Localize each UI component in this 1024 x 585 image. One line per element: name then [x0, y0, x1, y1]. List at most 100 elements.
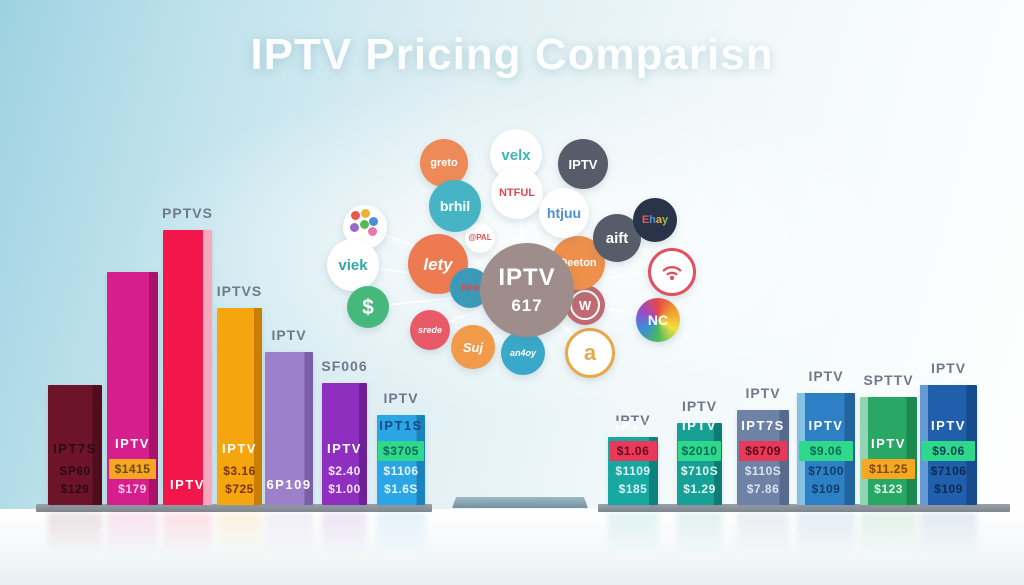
price-label: $129 — [60, 482, 90, 496]
bar-name-label: IPTV — [222, 441, 257, 456]
hub-sublabel: 617 — [511, 296, 543, 315]
bar-text: IPTV $1415 $179 — [107, 436, 158, 497]
price-label: $710S — [680, 464, 719, 478]
left-bar-1: IPT7S SP60 $129 — [48, 385, 102, 505]
bar-reflection — [48, 513, 102, 555]
brand-letter: y — [662, 213, 669, 226]
page-title: IPTV Pricing Comparisn — [250, 30, 774, 79]
platform-right — [598, 504, 1010, 512]
bar-label-above: IPTV — [681, 398, 718, 414]
hub-node: IPTV 617 — [480, 243, 574, 337]
bar-name-label: IPTV — [115, 436, 150, 451]
left-bar-2: IPTV $1415 $179 — [107, 272, 158, 505]
bar-name-label: IPT7S — [53, 441, 97, 456]
left-bar-4: IPTVS IPTV $3.16 $725 — [217, 283, 262, 505]
flower-petal — [369, 217, 378, 226]
bar-label-above: IPTVS — [216, 283, 263, 299]
bar-reflection — [737, 513, 789, 555]
brand-letter: h — [649, 213, 656, 226]
node-greto: greto — [420, 139, 468, 187]
price-label: $123 — [874, 482, 903, 496]
right-bar-4: IPTV IPTV $9.06 $7100 $109 — [797, 368, 855, 505]
bar-label-above: IPTV — [615, 412, 651, 428]
flower-petal — [361, 209, 370, 218]
wifi-icon — [648, 248, 696, 296]
bar-reflection — [107, 513, 158, 555]
price-band: $2010 — [678, 441, 721, 461]
bar-text: IPTV $3.16 $725 — [217, 441, 262, 497]
bar-text: IPT1S $3705 $1106 $1.6S — [377, 418, 425, 497]
bar-reflection — [797, 513, 855, 555]
price-band: $9.06 — [798, 441, 854, 461]
bar-name-label: IPT7S — [741, 418, 785, 433]
bar-text: 6P109 — [265, 477, 313, 497]
price-label: $7106 — [930, 464, 967, 478]
flower-petal — [360, 220, 369, 229]
bar-text: IPT7S SP60 $129 — [48, 441, 102, 497]
left-bar-7: IPTV IPT1S $3705 $1106 $1.6S — [377, 390, 425, 505]
bar-name-label: IPTV — [808, 418, 844, 433]
bar-text: IPTV — [163, 477, 212, 497]
platform-center — [452, 497, 588, 508]
price-label: $1109 — [615, 464, 651, 478]
bar-stripe — [860, 397, 868, 505]
node-a-ring: a — [565, 328, 615, 378]
bar-name-label: IPTV — [170, 477, 205, 492]
bar-name-label: IPT1S — [379, 418, 423, 433]
flower-petal — [368, 227, 377, 236]
price-label: $1.00 — [328, 482, 361, 496]
bar-reflection — [163, 513, 212, 555]
wifi-glyph — [662, 266, 682, 281]
brand-letter: E — [641, 213, 650, 226]
price-label: $7.86 — [746, 482, 780, 496]
right-bar-2: IPTV IPTV $2010 $710S $1.29 — [677, 398, 722, 505]
price-label: $109 — [934, 482, 963, 496]
flower-petal — [350, 223, 359, 232]
node-htjuu: htjuu — [539, 188, 589, 238]
right-bar-3: IPTV IPT7S $6709 $110S $7.86 — [737, 385, 789, 505]
price-label: $1.6S — [384, 482, 418, 496]
price-label: $1106 — [383, 464, 419, 478]
bar-text: IPTV $2.40 $1.00 — [322, 441, 367, 497]
bar-label-above: IPTV — [271, 327, 307, 343]
bar-name-label: IPTV — [871, 436, 906, 451]
bar-label-above: IPTV — [930, 360, 967, 376]
price-label: SP60 — [59, 464, 91, 478]
node-srede: srede — [410, 310, 450, 350]
price-band: $1415 — [108, 459, 157, 479]
node-an4oy: an4oy — [501, 331, 545, 375]
price-band: $11.25 — [861, 459, 916, 479]
price-label: $185 — [618, 482, 648, 496]
bar-label-above: IPTV — [745, 385, 781, 401]
bar-reflection — [322, 513, 367, 555]
price-band: $3705 — [378, 441, 424, 461]
bar-label-above: SPTTV — [863, 372, 914, 388]
bar-label-above: PPTVS — [162, 205, 213, 221]
bar-name-label: IPTV — [327, 441, 362, 456]
bar-reflection — [608, 513, 658, 555]
price-label: $3.16 — [223, 464, 256, 478]
bar-label-above: IPTV — [808, 368, 844, 384]
price-label: $109 — [811, 482, 841, 496]
price-band: $6709 — [738, 441, 788, 461]
right-bar-6: IPTV IPTV $9.06 $7106 $109 — [920, 360, 977, 505]
bar-name-label: IPTV — [682, 418, 717, 433]
bar-text: IPT7S $6709 $110S $7.86 — [737, 418, 789, 497]
price-label: $1.29 — [683, 482, 716, 496]
bar-reflection — [377, 513, 425, 555]
left-bar-6: SF006 IPTV $2.40 $1.00 — [321, 358, 367, 505]
bar-reflection — [860, 513, 917, 555]
price-label: $110S — [744, 464, 782, 478]
price-label: $7100 — [808, 464, 844, 478]
bar-text: IPTV $2010 $710S $1.29 — [677, 418, 722, 497]
flower-petal — [351, 211, 360, 220]
bar-reflection — [920, 513, 977, 555]
price-label: $2.40 — [328, 464, 361, 478]
bar-name-label: 6P109 — [266, 477, 312, 492]
bar-reflection — [677, 513, 722, 555]
bar-text: IPTV $11.25 $123 — [860, 436, 917, 497]
hub-label: IPTV — [498, 264, 556, 291]
left-bar-5: IPTV 6P109 — [265, 327, 313, 505]
